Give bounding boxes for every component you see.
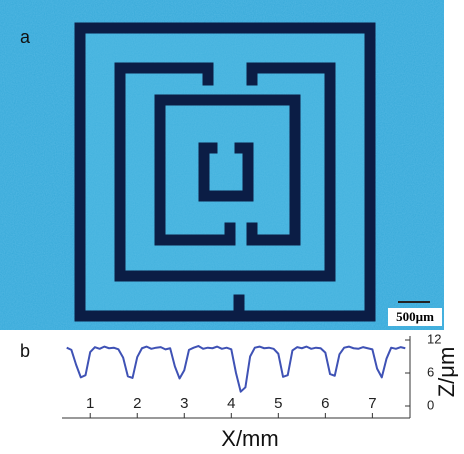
x-axis-title: X/mm [221,426,278,451]
y-axis-title: Z/μm [434,347,459,398]
x-tick-label: 2 [133,395,141,412]
x-tick-label: 4 [227,395,235,412]
panel-label: a [20,27,31,47]
y-tick-label: 0 [427,397,434,412]
figure: a 500µm b 12345670612X/mmZ/μm [0,0,464,454]
panel-label: b [20,341,30,361]
x-tick-label: 1 [86,395,94,412]
y-tick-label: 12 [427,331,441,346]
micrograph: a 500µm [0,0,444,330]
x-tick-label: 6 [321,395,329,412]
x-tick-label: 7 [368,395,376,412]
x-tick-label: 3 [180,395,188,412]
x-tick-label: 5 [274,395,282,412]
profile-line [67,346,406,392]
scale-bar-label: 500µm [396,309,434,324]
